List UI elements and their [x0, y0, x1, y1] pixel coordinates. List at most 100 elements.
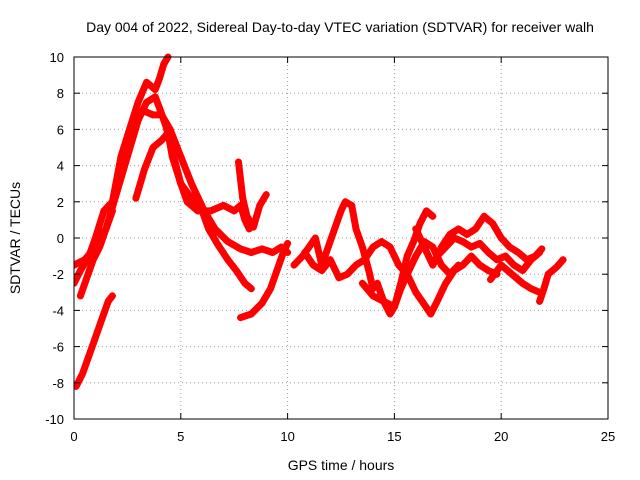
- data-point: [224, 256, 232, 264]
- data-point: [463, 230, 471, 238]
- data-point: [358, 243, 366, 251]
- x-tick-label: 0: [70, 429, 77, 444]
- data-point: [104, 297, 112, 305]
- data-point: [155, 104, 163, 112]
- data-point: [365, 267, 373, 275]
- data-point: [247, 310, 255, 318]
- data-point: [318, 267, 326, 275]
- series-track-15: [536, 256, 567, 305]
- data-point: [508, 270, 516, 278]
- data-point: [187, 180, 195, 188]
- data-point: [81, 256, 89, 264]
- data-point: [553, 263, 561, 271]
- data-point: [301, 248, 309, 256]
- data-point: [232, 267, 240, 275]
- data-point: [378, 238, 386, 246]
- x-tick-label: 5: [177, 429, 184, 444]
- data-point: [258, 299, 266, 307]
- data-point: [155, 75, 163, 83]
- series-line: [74, 292, 116, 390]
- x-tick-label: 25: [601, 429, 615, 444]
- y-tick-label: -10: [45, 412, 64, 427]
- series-track-14: [487, 261, 544, 296]
- y-tick-label: 2: [57, 195, 64, 210]
- data-point: [177, 180, 185, 188]
- data-point: [397, 285, 405, 293]
- y-tick-label: 4: [57, 159, 64, 174]
- data-point: [290, 261, 298, 269]
- data-point: [269, 248, 277, 256]
- data-point: [386, 310, 394, 318]
- data-point: [237, 245, 245, 253]
- data-point: [74, 261, 78, 269]
- y-axis-label: SDTVAR / TECUs: [7, 182, 23, 294]
- data-point: [258, 245, 266, 253]
- data-point: [132, 194, 140, 202]
- data-point: [158, 111, 166, 119]
- data-point: [187, 194, 195, 202]
- data-point: [158, 136, 166, 144]
- series-track-3: [74, 292, 116, 390]
- x-tick-label: 10: [280, 429, 294, 444]
- data-point: [442, 279, 450, 287]
- data-point: [256, 201, 264, 209]
- data-point: [403, 270, 411, 278]
- axis-ticks: 0 5 10 15 20 25 -10 -8 -6 -4 -2 0 2 4 6 8 10: [45, 50, 615, 444]
- data-point: [559, 256, 567, 264]
- data-point: [241, 279, 249, 287]
- data-point: [284, 239, 292, 247]
- data-point: [446, 230, 454, 238]
- data-point: [412, 288, 420, 296]
- data-point: [76, 267, 84, 275]
- data-point: [205, 225, 213, 233]
- data-series: [74, 53, 567, 390]
- y-tick-label: 10: [50, 50, 64, 65]
- data-point: [467, 252, 475, 260]
- data-point: [74, 279, 78, 287]
- data-point: [326, 256, 334, 264]
- y-tick-label: 8: [57, 86, 64, 101]
- data-point: [309, 261, 317, 269]
- data-point: [247, 248, 255, 256]
- data-point: [76, 292, 84, 300]
- series-track-6: [140, 107, 292, 256]
- data-point: [140, 165, 148, 173]
- data-point: [429, 243, 437, 251]
- data-point: [489, 220, 497, 228]
- data-point: [207, 207, 215, 215]
- y-tick-label: -2: [52, 267, 64, 282]
- data-point: [369, 292, 377, 300]
- data-point: [151, 93, 159, 101]
- data-point: [183, 198, 191, 206]
- data-point: [134, 116, 142, 124]
- data-point: [331, 225, 339, 233]
- data-point: [395, 261, 403, 269]
- data-point: [484, 248, 492, 256]
- data-point: [348, 201, 356, 209]
- x-tick-label: 20: [494, 429, 508, 444]
- data-point: [510, 261, 518, 269]
- data-point: [341, 198, 349, 206]
- data-point: [390, 303, 398, 311]
- data-point: [108, 207, 116, 215]
- data-point: [79, 370, 87, 378]
- data-point: [476, 261, 484, 269]
- data-point: [143, 98, 151, 106]
- data-point: [91, 334, 99, 342]
- data-point: [352, 225, 360, 233]
- data-point: [480, 212, 488, 220]
- data-point: [102, 225, 110, 233]
- data-point: [96, 243, 104, 251]
- data-point: [267, 285, 275, 293]
- data-point: [467, 243, 475, 251]
- data-point: [514, 248, 522, 256]
- data-point: [472, 225, 480, 233]
- data-point: [420, 243, 428, 251]
- series-line: [536, 256, 567, 305]
- data-point: [369, 243, 377, 251]
- data-point: [311, 234, 319, 242]
- series-track-4: [76, 207, 116, 300]
- data-point: [418, 297, 426, 305]
- data-point: [519, 267, 527, 275]
